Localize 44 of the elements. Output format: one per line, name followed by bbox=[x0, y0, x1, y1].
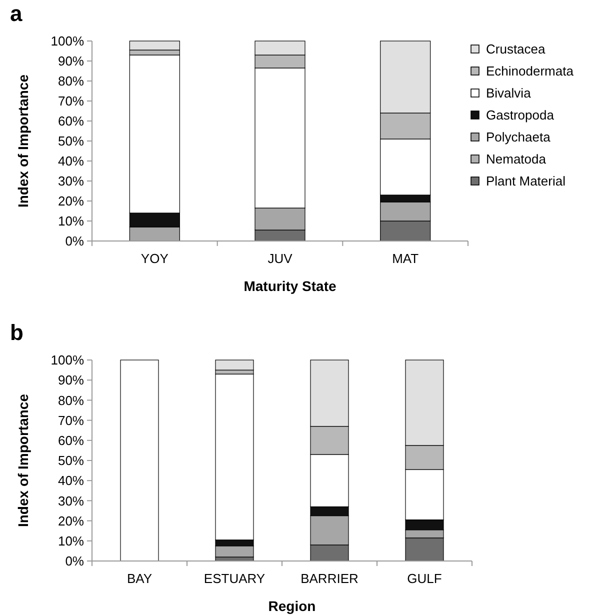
x-tick-label: YOY bbox=[140, 251, 169, 266]
x-tick-label: ESTUARY bbox=[204, 571, 266, 586]
legend-label: Polychaeta bbox=[486, 130, 552, 145]
x-tick-label: BAY bbox=[126, 571, 152, 586]
x-tick-label: GULF bbox=[407, 571, 442, 586]
legend-label: Gastropoda bbox=[486, 108, 555, 123]
x-axis-title: Region bbox=[268, 598, 316, 614]
y-tick-label: 100% bbox=[50, 34, 84, 49]
y-tick-label: 40% bbox=[58, 154, 84, 169]
x-tick-label: MAT bbox=[392, 251, 419, 266]
y-tick-label: 0% bbox=[65, 234, 84, 249]
y-tick-label: 100% bbox=[50, 352, 84, 368]
x-tick-label: BARRIER bbox=[300, 571, 358, 586]
legend-label: Crustacea bbox=[486, 42, 546, 57]
y-tick-label: 20% bbox=[58, 194, 84, 209]
y-axis-title: Index of Importance bbox=[15, 74, 31, 208]
y-tick-label: 80% bbox=[58, 74, 84, 89]
y-tick-label: 50% bbox=[58, 134, 84, 149]
legend-label: Nematoda bbox=[486, 152, 547, 167]
y-tick-label: 30% bbox=[58, 493, 84, 508]
y-tick-label: 0% bbox=[65, 554, 84, 569]
y-tick-label: 70% bbox=[58, 94, 84, 109]
x-axis-title: Maturity State bbox=[244, 278, 336, 294]
y-tick-label: 50% bbox=[58, 453, 84, 468]
legend-label: Bivalvia bbox=[486, 86, 532, 101]
chart-title: a bbox=[10, 1, 23, 26]
y-tick-label: 10% bbox=[58, 214, 84, 229]
y-tick-label: 80% bbox=[58, 392, 84, 408]
y-tick-label: 60% bbox=[58, 432, 84, 448]
y-axis-title: Index of Importance bbox=[15, 394, 31, 528]
chart-title: b bbox=[10, 320, 24, 345]
y-tick-label: 30% bbox=[58, 174, 84, 189]
y-tick-label: 20% bbox=[58, 513, 84, 528]
y-tick-label: 10% bbox=[58, 533, 84, 548]
y-tick-label: 60% bbox=[58, 114, 84, 129]
y-tick-label: 90% bbox=[58, 372, 84, 388]
legend-label: Plant Material bbox=[486, 174, 566, 189]
y-tick-label: 90% bbox=[58, 54, 84, 69]
bar bbox=[215, 360, 254, 370]
y-tick-label: 70% bbox=[58, 412, 84, 428]
y-tick-label: 40% bbox=[58, 473, 84, 488]
x-tick-label: JUV bbox=[268, 251, 293, 266]
bar bbox=[120, 360, 159, 562]
legend-label: Echinodermata bbox=[486, 64, 574, 79]
